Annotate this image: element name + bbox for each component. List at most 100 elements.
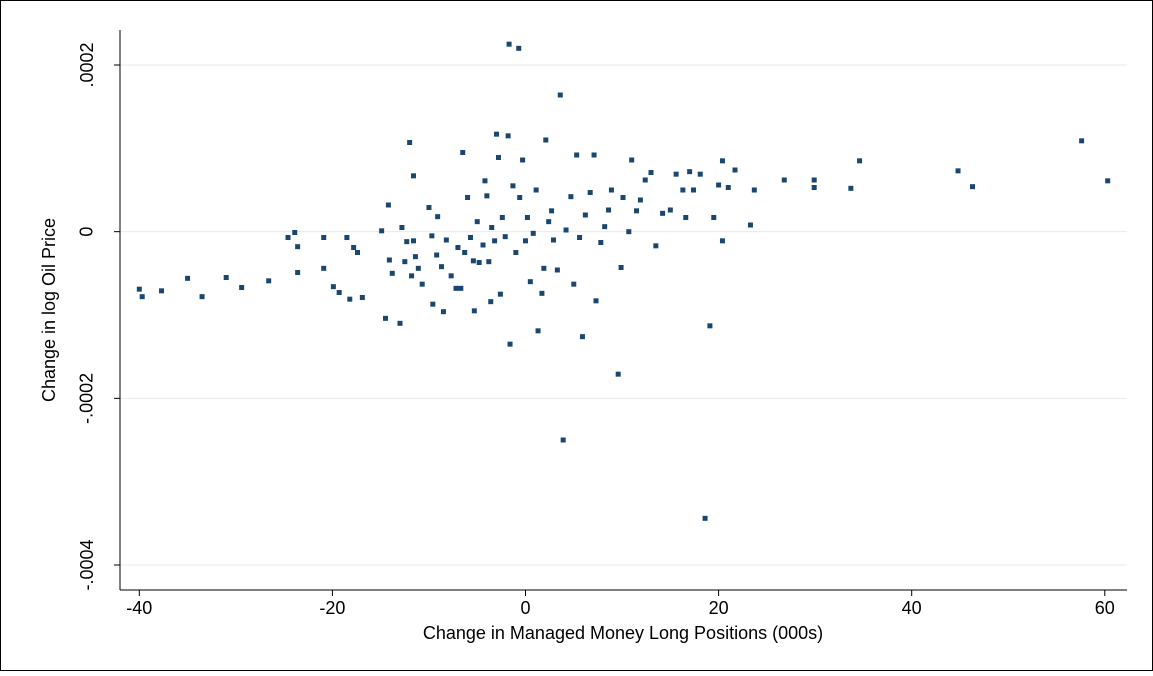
point — [415, 265, 421, 271]
point — [618, 265, 624, 270]
point — [499, 215, 505, 220]
point — [711, 215, 717, 220]
point — [517, 195, 523, 200]
point — [448, 273, 454, 279]
point — [577, 235, 583, 240]
point — [541, 265, 547, 271]
point — [620, 195, 626, 200]
y-tick-label: -.0002 — [77, 373, 97, 424]
point — [462, 250, 468, 255]
point — [383, 315, 389, 321]
point — [429, 233, 435, 239]
point — [648, 170, 654, 175]
point — [460, 150, 466, 155]
point — [330, 284, 336, 290]
point — [266, 278, 272, 284]
point — [465, 195, 471, 200]
point — [747, 222, 753, 228]
point — [347, 296, 353, 302]
point — [629, 157, 635, 163]
point — [667, 207, 673, 213]
point — [707, 323, 713, 329]
point — [435, 214, 441, 220]
y-tick-label: .0002 — [77, 42, 97, 87]
point — [482, 178, 488, 184]
point — [355, 250, 361, 255]
x-tick-label: -20 — [319, 598, 345, 618]
point — [560, 437, 566, 443]
point — [379, 228, 385, 234]
point — [411, 238, 417, 244]
point — [239, 285, 245, 290]
point — [697, 171, 703, 177]
point — [430, 301, 436, 307]
point — [476, 260, 482, 265]
point — [223, 275, 229, 280]
point — [489, 225, 495, 230]
y-axis-title: Change in log Oil Price — [39, 218, 59, 402]
point — [426, 205, 432, 210]
point — [598, 240, 604, 245]
point — [506, 41, 512, 47]
point — [653, 243, 659, 249]
point — [1079, 138, 1085, 144]
point — [579, 334, 585, 340]
point — [505, 133, 511, 139]
point — [467, 235, 473, 240]
point — [533, 187, 539, 193]
point — [443, 237, 449, 243]
point — [336, 290, 342, 295]
point — [513, 250, 519, 255]
point — [848, 185, 854, 191]
y-tick-label: 0 — [77, 227, 97, 237]
point — [593, 298, 599, 304]
point — [359, 295, 365, 300]
point — [488, 299, 494, 305]
point — [602, 224, 608, 230]
point — [419, 281, 425, 287]
point — [642, 177, 648, 183]
point — [471, 308, 477, 314]
point — [295, 244, 301, 250]
point — [535, 328, 541, 334]
point — [455, 245, 461, 250]
point — [574, 152, 580, 158]
point — [702, 515, 708, 521]
point — [539, 290, 545, 296]
point — [520, 157, 526, 163]
point — [389, 270, 395, 276]
point — [571, 281, 577, 287]
point — [440, 309, 446, 315]
point — [474, 219, 480, 225]
point — [470, 258, 476, 264]
point — [321, 265, 327, 271]
point — [285, 235, 291, 240]
point — [480, 242, 486, 248]
point — [411, 173, 417, 179]
point — [484, 193, 490, 199]
point — [557, 92, 563, 98]
point — [292, 230, 298, 235]
point — [412, 254, 418, 260]
point — [680, 187, 686, 193]
point — [716, 182, 722, 188]
point — [434, 252, 440, 258]
point — [495, 155, 501, 160]
x-axis-title: Change in Managed Money Long Positions (… — [423, 623, 823, 643]
point — [660, 210, 666, 216]
point — [811, 177, 817, 183]
point — [351, 245, 357, 250]
point — [634, 208, 640, 214]
point — [507, 341, 513, 347]
point — [502, 234, 508, 240]
point — [385, 202, 391, 208]
point — [955, 168, 961, 174]
point — [732, 167, 738, 173]
point — [397, 320, 403, 326]
x-tick-label: 20 — [709, 598, 729, 618]
point — [549, 208, 555, 214]
point — [497, 291, 503, 297]
point — [970, 184, 976, 190]
point — [687, 169, 693, 175]
point — [344, 235, 350, 240]
